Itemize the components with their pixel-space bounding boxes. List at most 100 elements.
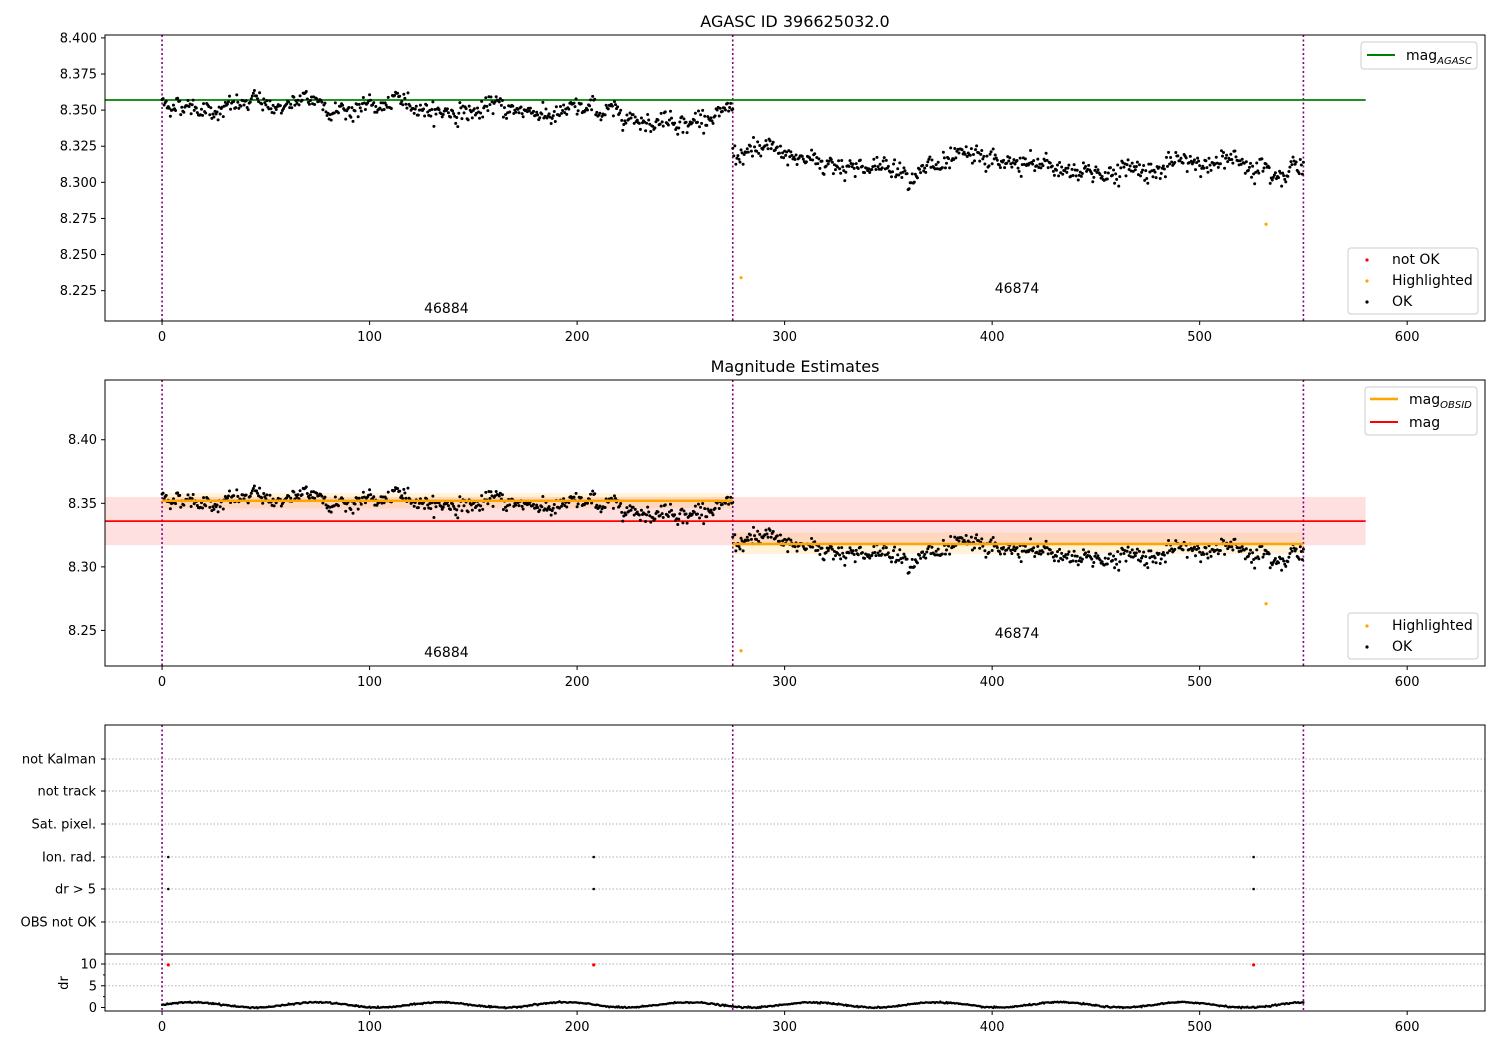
ok-point <box>1052 173 1056 177</box>
ok-point <box>516 107 520 111</box>
ok-point <box>396 91 400 95</box>
ok-point <box>174 108 178 112</box>
ok-point <box>746 538 750 542</box>
ok-point <box>517 504 521 508</box>
ok-point <box>1284 180 1288 184</box>
ok-point <box>766 147 770 151</box>
ok-point <box>429 507 433 511</box>
ok-point <box>1139 174 1143 178</box>
ok-point <box>502 106 506 110</box>
ok-point <box>1223 166 1227 170</box>
flag-point <box>1252 887 1255 891</box>
ok-point <box>870 554 874 558</box>
legend-label-mag: mag <box>1409 415 1440 431</box>
ok-point <box>402 92 406 96</box>
ok-point <box>1161 550 1165 554</box>
ok-point <box>907 570 911 574</box>
ok-point <box>648 122 652 126</box>
ok-point <box>500 493 504 497</box>
ok-point <box>1092 175 1096 179</box>
ok-point <box>618 504 622 508</box>
ok-point <box>300 493 304 497</box>
ok-point <box>804 160 808 164</box>
ok-point <box>918 553 922 557</box>
ok-point <box>1194 554 1198 558</box>
ok-point <box>401 103 405 107</box>
ok-point <box>1063 169 1067 173</box>
ok-point <box>295 101 299 105</box>
ok-point <box>990 548 994 552</box>
ok-point <box>758 532 762 536</box>
ok-point <box>576 109 580 113</box>
ok-point <box>398 94 402 98</box>
ok-point <box>924 170 928 174</box>
ok-point <box>1289 160 1293 164</box>
ok-point <box>1128 550 1132 554</box>
y-tick-label: 8.300 <box>60 176 97 191</box>
ok-point <box>924 556 928 560</box>
ok-point <box>520 504 524 508</box>
ok-point <box>898 548 902 552</box>
ok-point <box>893 545 897 549</box>
y-tick-label: 8.25 <box>68 624 97 639</box>
ok-point <box>1230 545 1234 549</box>
ok-point <box>969 147 973 151</box>
ok-point <box>965 154 969 158</box>
ok-point <box>1115 562 1119 566</box>
ok-point <box>565 505 569 509</box>
ok-point <box>1072 163 1076 167</box>
ok-point <box>252 484 256 488</box>
ok-point <box>1268 181 1272 185</box>
ok-point <box>481 507 485 511</box>
ok-point <box>563 504 567 508</box>
ok-point <box>850 165 854 169</box>
ok-point <box>1135 160 1139 164</box>
ok-point <box>497 100 501 104</box>
ok-point <box>329 118 333 122</box>
ok-point <box>441 113 445 117</box>
ok-point <box>633 115 637 119</box>
ok-point <box>1113 181 1117 185</box>
ok-point <box>478 116 482 120</box>
ok-point <box>756 529 760 533</box>
ok-point <box>612 100 616 104</box>
ok-point <box>532 502 536 506</box>
ok-point <box>837 546 841 550</box>
ok-point <box>1199 560 1203 564</box>
ok-point <box>637 513 641 517</box>
ok-point <box>886 551 890 555</box>
ok-point <box>464 107 468 111</box>
ok-point <box>305 492 309 496</box>
ok-point <box>1019 560 1023 564</box>
ok-point <box>629 116 633 120</box>
ok-point <box>336 504 340 508</box>
ok-point <box>321 108 325 112</box>
ok-point <box>1134 164 1138 168</box>
ok-point <box>851 549 855 553</box>
ok-point <box>699 113 703 117</box>
y-tick-label: 5 <box>89 979 97 994</box>
ok-point <box>1023 157 1027 161</box>
panel2-frame <box>104 379 1486 667</box>
ok-point <box>480 494 484 498</box>
ok-point <box>470 116 474 120</box>
ok-point <box>1119 166 1123 170</box>
ok-point <box>1254 170 1258 174</box>
ok-point <box>715 108 719 112</box>
ok-point <box>1288 551 1292 555</box>
ok-point <box>745 147 749 151</box>
ok-point <box>697 109 701 113</box>
ok-point <box>1185 170 1189 174</box>
ok-point <box>550 116 554 120</box>
ok-point <box>341 103 345 107</box>
ok-point <box>941 538 945 542</box>
ok-point <box>536 506 540 510</box>
ok-point <box>987 550 991 554</box>
ok-point <box>1179 156 1183 160</box>
ok-point <box>833 168 837 172</box>
ok-point <box>1087 550 1091 554</box>
y-tick-label: 8.375 <box>60 68 97 83</box>
ok-point <box>731 146 735 150</box>
ok-point <box>768 139 772 143</box>
ok-point <box>557 506 561 510</box>
